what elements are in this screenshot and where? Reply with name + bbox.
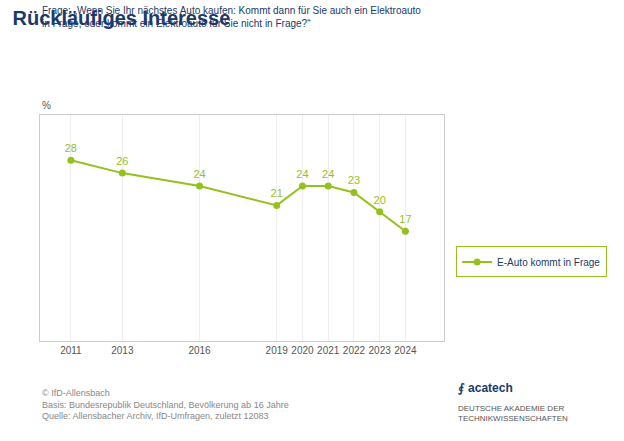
svg-text:© IfD-AllensbachBasis: Bundesr: © IfD-AllensbachBasis: Bundesrepublik De… bbox=[42, 388, 289, 421]
svg-text:2013: 2013 bbox=[111, 345, 134, 356]
svg-text:28: 28 bbox=[65, 142, 77, 154]
svg-text:20: 20 bbox=[374, 194, 386, 206]
svg-text:23: 23 bbox=[348, 174, 360, 186]
svg-text:21: 21 bbox=[271, 187, 283, 199]
svg-text:2019: 2019 bbox=[266, 345, 289, 356]
svg-text:⨐ acatech: ⨐ acatech bbox=[458, 381, 513, 395]
svg-text:Frage: „Wenn Sie Ihr nächstes: Frage: „Wenn Sie Ihr nächstes Auto kaufe… bbox=[42, 5, 421, 29]
svg-text:2016: 2016 bbox=[188, 345, 211, 356]
svg-text:%: % bbox=[42, 100, 51, 111]
svg-text:2021: 2021 bbox=[317, 345, 340, 356]
svg-text:2024: 2024 bbox=[394, 345, 417, 356]
svg-text:2020: 2020 bbox=[291, 345, 314, 356]
svg-text:2023: 2023 bbox=[369, 345, 392, 356]
svg-text:DEUTSCHE AKADEMIE DERTECHNIKWI: DEUTSCHE AKADEMIE DERTECHNIKWISSENSCHAFT… bbox=[458, 404, 568, 423]
svg-text:Rückläufiges Interesse: Rückläufiges Interesse bbox=[12, 7, 230, 29]
svg-text:24: 24 bbox=[193, 168, 205, 180]
svg-text:24: 24 bbox=[296, 168, 308, 180]
svg-text:E-Auto kommt in Frage: E-Auto kommt in Frage bbox=[497, 257, 600, 268]
svg-text:24: 24 bbox=[322, 168, 334, 180]
svg-text:26: 26 bbox=[116, 155, 128, 167]
svg-text:17: 17 bbox=[399, 213, 411, 225]
svg-text:2022: 2022 bbox=[343, 345, 366, 356]
svg-text:2011: 2011 bbox=[60, 345, 82, 356]
